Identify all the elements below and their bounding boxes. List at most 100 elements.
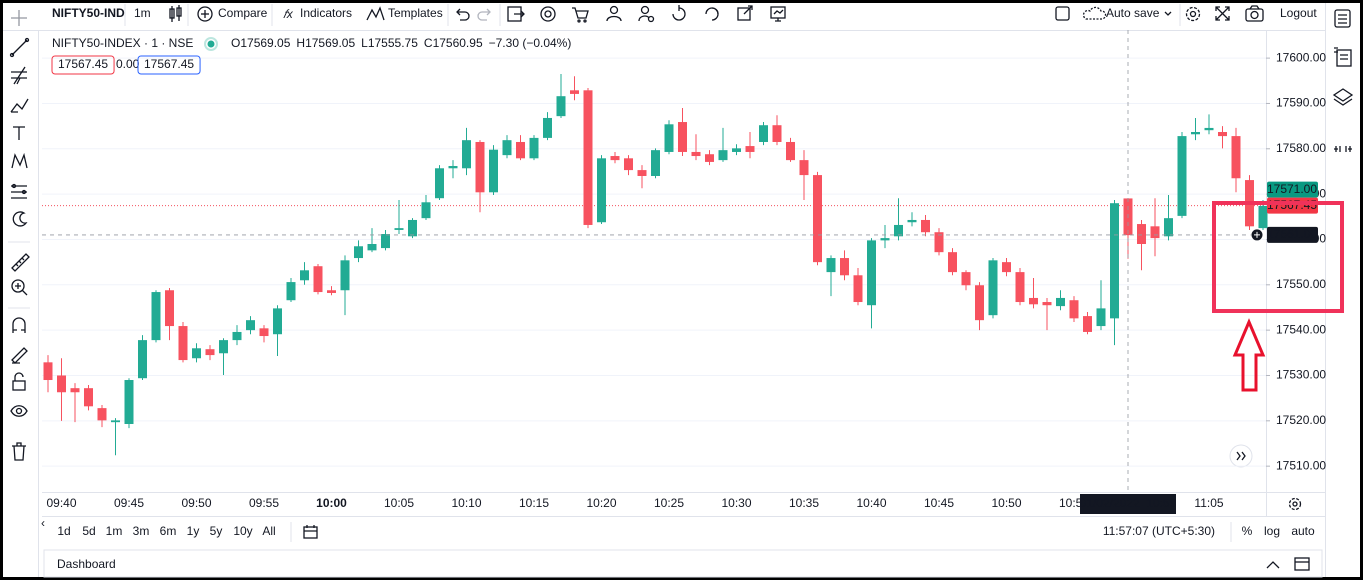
candle-body xyxy=(556,96,566,117)
candles-icon[interactable] xyxy=(169,5,182,22)
candle-body xyxy=(97,408,107,421)
candle-body xyxy=(178,326,188,361)
x-tick-label: 11:05 xyxy=(1194,496,1223,510)
candle-body xyxy=(921,219,930,233)
fx-icon[interactable]: 𝑓x xyxy=(283,7,294,21)
candle-body xyxy=(664,124,674,152)
checkbox[interactable] xyxy=(1055,6,1070,21)
candle-body xyxy=(84,388,93,407)
x-tick-label: 10:35 xyxy=(789,496,819,510)
compare-button[interactable]: Compare xyxy=(218,6,268,20)
range-button[interactable]: All xyxy=(262,524,275,538)
expand-icon[interactable] xyxy=(1266,561,1280,569)
candle-body xyxy=(651,150,660,176)
range-button[interactable]: 6m xyxy=(160,524,177,538)
scroll-button[interactable] xyxy=(1229,444,1253,468)
interval-button[interactable]: 1m xyxy=(134,6,151,20)
candle-body xyxy=(421,202,431,219)
window-icon[interactable] xyxy=(1294,557,1310,571)
candle-body xyxy=(151,292,161,341)
annotation-box xyxy=(1212,201,1344,313)
candle-body xyxy=(273,308,282,335)
range-button[interactable]: 5y xyxy=(210,524,223,538)
auto-toggle[interactable]: auto xyxy=(1291,524,1315,538)
range-button[interactable]: 5d xyxy=(82,524,95,538)
candle-body xyxy=(462,140,471,169)
x-tick-label: 10:20 xyxy=(586,496,616,510)
candle-body xyxy=(529,137,539,159)
y-tick-label: 17510.00 xyxy=(1276,458,1326,472)
candle-body xyxy=(165,290,174,327)
price-label: 17571.00 xyxy=(1267,182,1317,196)
caret-icon[interactable] xyxy=(1164,11,1172,16)
undo-icon[interactable] xyxy=(456,8,470,21)
indicators-button[interactable]: Indicators xyxy=(300,6,352,20)
candle-body xyxy=(408,219,417,237)
candle-body xyxy=(786,141,795,161)
toolbar-icons[interactable] xyxy=(507,5,786,23)
templates-icon[interactable] xyxy=(366,6,385,21)
percent-toggle[interactable]: % xyxy=(1242,524,1253,538)
candle-body xyxy=(759,125,768,142)
symbol-button[interactable]: NIFTY50-IND xyxy=(52,6,125,20)
camera-icon[interactable] xyxy=(1245,5,1264,22)
candle-body xyxy=(192,348,201,359)
redo-icon[interactable] xyxy=(477,8,491,21)
crosshair-price-box xyxy=(1267,226,1318,243)
add-alert-plus[interactable] xyxy=(1254,231,1260,238)
range-button[interactable]: 1m xyxy=(106,524,123,538)
settings-icon[interactable] xyxy=(1185,6,1201,22)
calendar-icon[interactable] xyxy=(303,525,318,539)
range-button[interactable]: 3m xyxy=(133,524,150,538)
candle-body xyxy=(381,234,390,249)
candle-body xyxy=(475,141,485,193)
x-tick-label: 10:00 xyxy=(316,496,347,510)
range-button[interactable]: 1d xyxy=(57,524,70,538)
logout-button[interactable]: Logout xyxy=(1280,6,1317,20)
candle-body xyxy=(988,260,998,316)
legend-key: O xyxy=(231,36,240,50)
sidebar-icons[interactable] xyxy=(1332,9,1354,152)
candle-body xyxy=(70,388,80,393)
candle-body xyxy=(934,232,944,253)
candle-body xyxy=(1002,262,1011,273)
collapse-arrow[interactable]: ‹ xyxy=(41,516,45,530)
log-toggle[interactable]: log xyxy=(1264,524,1280,538)
y-tick-label: 17590.00 xyxy=(1276,96,1326,110)
candle-body xyxy=(867,240,876,306)
candle-body xyxy=(678,122,687,152)
candle-body xyxy=(1083,316,1092,332)
axis-settings-icon[interactable] xyxy=(1288,497,1302,511)
compare-icon[interactable] xyxy=(197,6,213,22)
templates-button[interactable]: Templates xyxy=(388,6,443,20)
x-tick-label: 10:15 xyxy=(519,496,549,510)
candle-body xyxy=(435,168,444,199)
candle-body xyxy=(286,282,296,301)
x-tick-label: 10:05 xyxy=(384,496,414,510)
legend-key: H xyxy=(296,36,305,50)
y-tick-label: 17520.00 xyxy=(1276,413,1326,427)
legend-badge-box xyxy=(51,55,115,75)
candle-body xyxy=(1042,302,1052,306)
fullscreen-icon[interactable] xyxy=(1215,6,1230,21)
range-button[interactable]: 1y xyxy=(187,524,200,538)
autosave-button[interactable]: Auto save xyxy=(1106,6,1160,20)
candle-body xyxy=(1110,203,1119,319)
candle-body xyxy=(732,148,741,152)
candle-body xyxy=(219,340,228,354)
candle-body xyxy=(340,260,350,291)
candle-body xyxy=(1056,297,1065,307)
x-tick-label: 10:25 xyxy=(654,496,684,510)
candle-body xyxy=(543,117,552,138)
scroll-icon[interactable] xyxy=(1236,451,1246,461)
x-tick-label: 09:50 xyxy=(181,496,211,510)
candle-body xyxy=(975,285,984,321)
candle-body xyxy=(637,170,647,176)
candle-body xyxy=(610,156,620,161)
range-button[interactable]: 10y xyxy=(233,524,252,538)
drawing-tools[interactable] xyxy=(8,10,30,461)
dashboard-tab[interactable]: Dashboard xyxy=(57,557,116,571)
candle-body xyxy=(327,290,336,293)
candle-body xyxy=(597,158,606,223)
y-tick-label: 17540.00 xyxy=(1276,322,1326,336)
